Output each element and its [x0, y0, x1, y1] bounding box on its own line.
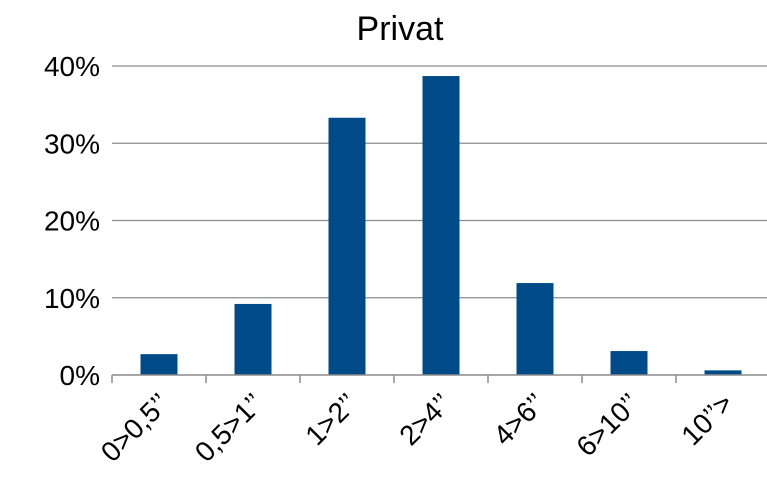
bar [610, 351, 648, 375]
y-tick-label: 20% [44, 206, 100, 237]
x-tick-label: 1>2’’ [299, 387, 363, 451]
chart-title: Privat [357, 10, 444, 48]
x-tick-labels: 0>0,5’’ 0,5>1’’ 1>2’’ 2>4’’ 4>6’’ 6>10’’ 10’’> [95, 387, 739, 467]
bar [140, 354, 178, 375]
x-tick-label: 6>10’’ [570, 387, 645, 462]
bar [704, 370, 742, 375]
x-tick-label: 0>0,5’’ [95, 387, 175, 467]
y-tick-label: 40% [44, 51, 100, 82]
bar [422, 76, 460, 375]
bar [516, 283, 554, 375]
x-tick-label: 2>4’’ [393, 387, 457, 451]
x-tick-label: 0,5>1’’ [189, 387, 269, 467]
y-tick-label: 30% [44, 128, 100, 159]
y-tick-label: 10% [44, 283, 100, 314]
y-tick-labels: 0% 10% 20% 30% 40% [44, 51, 100, 391]
y-tick-label: 0% [60, 360, 100, 391]
bar [328, 117, 366, 375]
x-tick-label: 4>6’’ [487, 387, 551, 451]
bars [140, 76, 742, 375]
x-tick-label: 10’’> [675, 387, 739, 451]
bar [234, 303, 272, 375]
x-axis [111, 374, 767, 383]
